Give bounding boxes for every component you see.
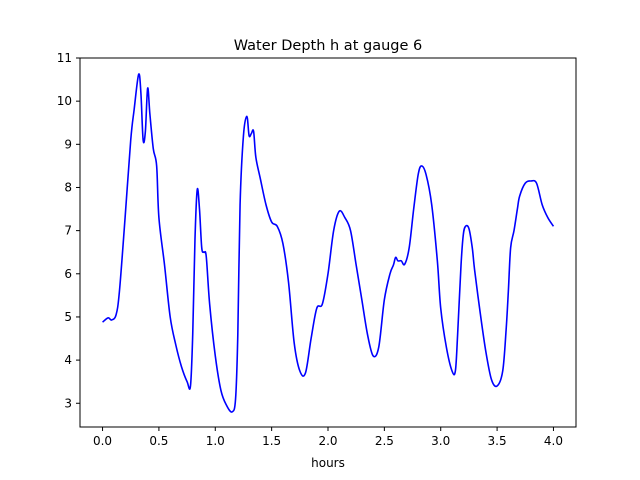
x-tick-label: 3.5 [488,434,507,448]
y-tick-label: 5 [64,310,72,324]
x-tick-label: 2.5 [375,434,394,448]
y-tick-label: 10 [57,94,72,108]
y-tick-label: 9 [64,137,72,151]
chart-title: Water Depth h at gauge 6 [234,38,422,54]
x-tick-label: 4.0 [544,434,563,448]
axes-frame [79,57,577,428]
series-line [102,73,555,413]
x-axis-label: hours [311,456,345,470]
y-tick-label: 7 [64,224,72,238]
x-tick-label: 1.0 [206,434,225,448]
y-tick-label: 6 [64,267,72,281]
y-axis: 3 4 5 6 7 8 9 10 11 [57,51,80,410]
x-tick-label: 3.0 [431,434,450,448]
x-tick-label: 2.0 [318,434,337,448]
y-tick-label: 8 [64,180,72,194]
plot-area [102,73,555,413]
y-tick-label: 3 [64,396,72,410]
x-tick-label: 0.0 [93,434,112,448]
x-axis: 0.0 0.5 1.0 1.5 2.0 2.5 3.0 3.5 4.0 [93,427,563,448]
x-tick-label: 0.5 [149,434,168,448]
y-tick-label: 11 [57,51,72,65]
y-tick-label: 4 [64,353,72,367]
x-tick-label: 1.5 [262,434,281,448]
